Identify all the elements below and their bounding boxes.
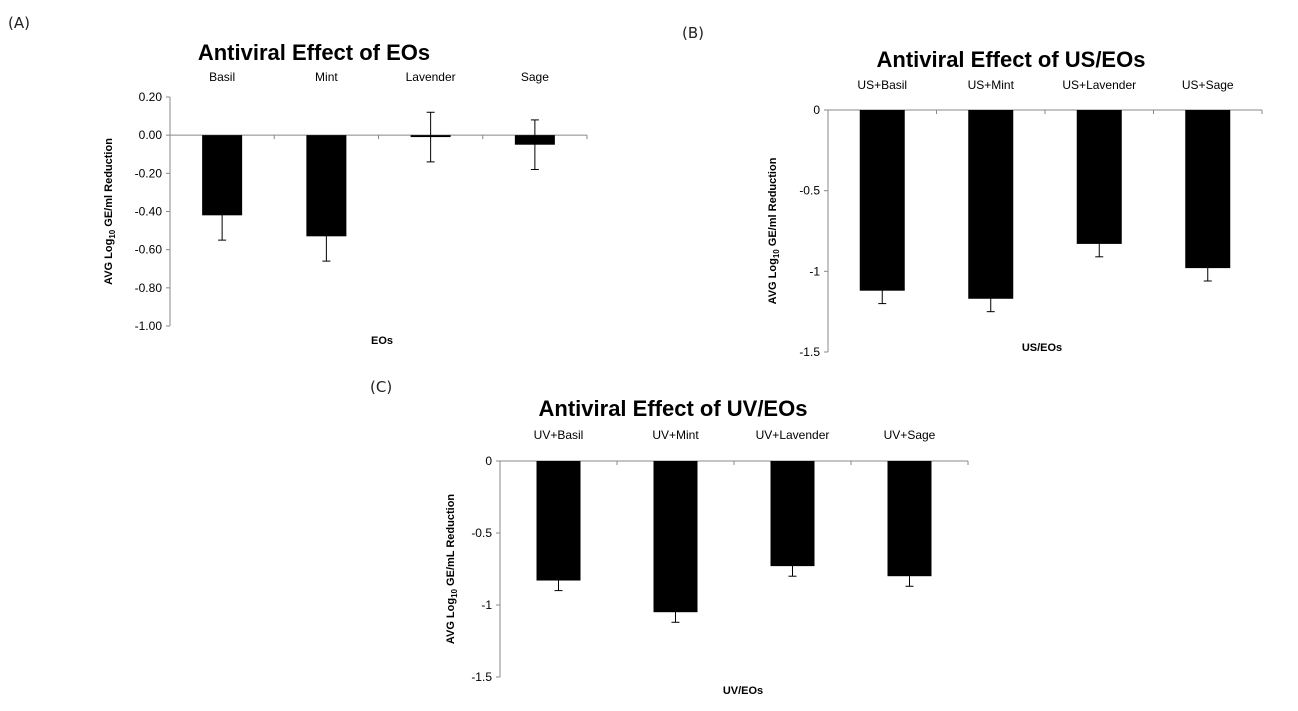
- bar: [1185, 110, 1231, 269]
- y-axis-label: AVG Log10 GE/ml Reduction: [767, 157, 781, 304]
- bar: [887, 461, 932, 577]
- chart-title: Antiviral Effect of UV/EOs: [539, 396, 808, 421]
- bar: [653, 461, 698, 613]
- category-label: UV+Basil: [534, 428, 584, 442]
- y-tick-label: -1.00: [135, 319, 163, 333]
- category-label: Mint: [315, 70, 338, 84]
- bar: [770, 461, 815, 567]
- chart-c: Antiviral Effect of UV/EOs 0 -0.5 -1 -1.5 UV+…: [445, 396, 969, 697]
- chart-b-frame: Antiviral Effect of US/EOs 0 -0.5 -1 -1.5 US+…: [735, 26, 1293, 366]
- y-tick-label: -0.5: [471, 526, 492, 540]
- category-label: US+Mint: [968, 78, 1015, 92]
- x-axis-label: US/EOs: [1022, 342, 1062, 354]
- y-axis-label: AVG Log10 GE/mL Reduction: [445, 494, 459, 645]
- chart-c-frame: Antiviral Effect of UV/EOs 0 -0.5 -1 -1.5 UV+…: [420, 375, 987, 708]
- bar: [1076, 110, 1122, 244]
- y-tick-label: 0: [813, 103, 820, 117]
- category-label: US+Sage: [1182, 78, 1234, 92]
- bar: [536, 461, 581, 581]
- chart-a-frame: Antiviral Effect of EOs 0.20 0.00 -0.20 -0.4…: [70, 28, 636, 358]
- y-tick-label: 0.20: [139, 90, 163, 104]
- y-tick-label: 0.00: [139, 128, 163, 142]
- y-tick-label: -0.5: [799, 184, 820, 198]
- panel-label-c: (C): [370, 378, 393, 396]
- category-label: Lavender: [406, 70, 456, 84]
- y-tick-label: -0.20: [135, 166, 163, 180]
- x-axis-label: EOs: [371, 335, 393, 347]
- y-tick-label: -0.80: [135, 281, 163, 295]
- category-label: US+Lavender: [1062, 78, 1136, 92]
- category-label: Sage: [521, 70, 549, 84]
- category-label: Basil: [209, 70, 235, 84]
- chart-b: Antiviral Effect of US/EOs 0 -0.5 -1 -1.5 US+…: [767, 47, 1263, 359]
- y-tick-label: -1.5: [471, 670, 492, 684]
- y-tick-label: -0.40: [135, 205, 163, 219]
- bar: [968, 110, 1014, 299]
- category-label: UV+Mint: [652, 428, 699, 442]
- y-tick-label: -1: [481, 598, 492, 612]
- panel-label-a: (A): [8, 14, 30, 32]
- y-axis-label: AVG Log10 GE/ml Reduction: [103, 138, 117, 285]
- y-tick-label: 0: [485, 454, 492, 468]
- chart-title: Antiviral Effect of EOs: [198, 40, 430, 65]
- y-tick-label: -1: [809, 264, 820, 278]
- category-label: UV+Lavender: [756, 428, 830, 442]
- y-tick-label: -0.60: [135, 243, 163, 257]
- chart-a: Antiviral Effect of EOs 0.20 0.00 -0.20 -0.4…: [103, 40, 588, 347]
- x-axis-label: UV/EOs: [723, 685, 763, 697]
- chart-title: Antiviral Effect of US/EOs: [877, 47, 1146, 72]
- category-label: UV+Sage: [884, 428, 936, 442]
- bar: [859, 110, 905, 291]
- y-tick-label: -1.5: [799, 345, 820, 359]
- panel-label-b: (B): [682, 24, 704, 42]
- category-label: US+Basil: [857, 78, 907, 92]
